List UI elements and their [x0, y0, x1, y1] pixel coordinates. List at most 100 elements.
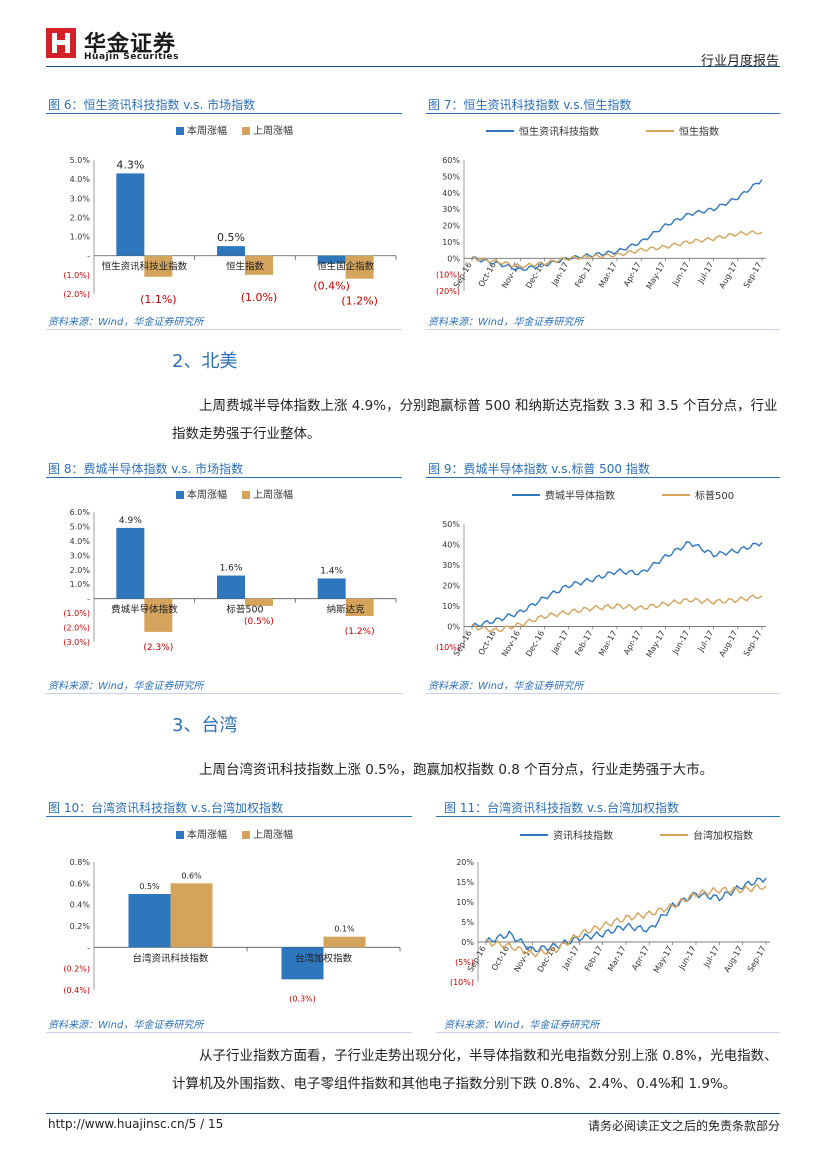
- fig9-title: 图 9：费城半导体指数 v.s.标普 500 指数: [428, 462, 650, 476]
- legend-label-1: 恒生指数: [679, 125, 719, 138]
- footer-left: http://www.huajinsc.cn/5 / 15: [48, 1117, 223, 1131]
- bar-上周涨幅-恒生国企指数: [345, 255, 374, 279]
- y-tick-label: 0.4%: [70, 901, 91, 910]
- x-tick-label: Jan-17: [549, 261, 570, 288]
- category-label: 纳斯达克: [327, 604, 366, 616]
- data-label: (1.1%): [140, 293, 177, 306]
- footer-disclaimer: 请务必阅读正文之后的免责条款部分: [587, 1119, 780, 1133]
- document-type: 行业月度报告: [700, 54, 779, 69]
- fig10-title: 图 10：台湾资讯科技指数 v.s.台湾加权指数: [48, 801, 283, 815]
- legend-label-1: 上周涨幅: [253, 124, 293, 137]
- fig8-source-rule: [46, 693, 402, 694]
- y-tick-label: -: [87, 252, 90, 261]
- legend-label-0: 资讯科技指数: [553, 829, 613, 842]
- series-line-台湾加权指数: [485, 883, 767, 958]
- fig9-chart: 费城半导体指数 标普50050%40%30%20%10%0%(10%)Sep-16…: [436, 489, 766, 659]
- x-tick-label: Apr-17: [630, 945, 651, 972]
- section-paragraph-taiwan: 上周台湾资讯科技指数上涨 0.5%，跑赢加权指数 0.8 个百分点，行业走势强于…: [199, 762, 714, 778]
- fig6-chart: 本周涨幅 上周涨幅 5.0% 4.0% 3.0% 2.0% 1.0% - (1.0%) (2.0%…: [63, 124, 397, 308]
- y-tick-label: 20%: [442, 582, 460, 591]
- logo-icon: [46, 28, 76, 58]
- y-tick-label: -: [87, 943, 90, 952]
- legend-label-0: 恒生资讯科技指数: [519, 125, 599, 138]
- y-tick-label: 50%: [442, 520, 460, 529]
- x-tick-label: Apr-17: [622, 261, 643, 288]
- y-tick-label: 40%: [442, 541, 460, 550]
- x-tick-label: Mar-17: [597, 629, 619, 657]
- bar-本周涨幅-恒生资讯科技业指数: [116, 173, 145, 256]
- fig7-source: 资料来源：Wind，华金证券研究所: [428, 317, 584, 328]
- x-tick-label: Sep-17: [746, 945, 768, 974]
- bar-本周涨幅-台湾资讯科技指数: [128, 894, 171, 948]
- data-label: (0.5%): [244, 617, 274, 627]
- fig6-title: 图 6：恒生资讯科技指数 v.s. 市场指数: [48, 98, 256, 112]
- y-tick-label: 6.0%: [70, 508, 91, 517]
- data-label: 1.4%: [320, 566, 343, 576]
- x-tick-label: Aug-17: [717, 261, 739, 290]
- y-tick-label: 0%: [447, 623, 460, 632]
- data-label: (0.3%): [289, 994, 316, 1003]
- legend-label-0: 费城半导体指数: [545, 489, 615, 502]
- y-tick-label: 30%: [442, 205, 460, 214]
- x-tick-label: Dec-16: [524, 629, 546, 658]
- x-tick-label: Oct-16: [477, 261, 498, 289]
- y-tick-label: 0%: [447, 254, 460, 263]
- fig6-title-rule: [46, 113, 402, 114]
- fig7-title: 图 7：恒生资讯科技指数 v.s.恒生指数: [428, 98, 632, 112]
- x-tick-label: Jan-17: [560, 945, 581, 972]
- legend-swatch-1: [242, 831, 250, 839]
- legend-label-1: 上周涨幅: [253, 488, 293, 501]
- x-tick-label: Jul-17: [696, 629, 716, 654]
- x-tick-label: Oct-16: [490, 945, 511, 973]
- category-label: 恒生指数: [226, 261, 265, 273]
- y-tick-label: 1.0%: [70, 233, 91, 242]
- legend-swatch-0: [176, 127, 184, 135]
- y-tick-label: (10%): [450, 978, 474, 987]
- y-tick-label: 10%: [456, 898, 474, 907]
- y-tick-label: 0%: [461, 938, 474, 947]
- fig11-source: 资料来源：Wind，华金证券研究所: [444, 1020, 600, 1031]
- x-tick-label: Nov-16: [500, 629, 522, 658]
- y-tick-label: 30%: [442, 561, 460, 570]
- bar-本周涨幅-费城半导体指数: [116, 527, 145, 599]
- y-tick-label: (5%): [455, 958, 474, 967]
- y-tick-label: 20%: [456, 858, 474, 867]
- bar-本周涨幅-恒生国企指数: [317, 255, 346, 264]
- legend-swatch-1: [242, 491, 250, 499]
- fig7-chart: 恒生资讯科技指数 恒生指数 60% 50% 40% 30% 20% 10% 0% (10%) (20…: [436, 125, 766, 296]
- y-tick-label: 60%: [442, 156, 460, 165]
- legend-label-1: 标普500: [695, 489, 734, 502]
- data-label: 0.5%: [217, 231, 245, 244]
- y-tick-label: 10%: [442, 238, 460, 247]
- y-tick-label: 3.0%: [70, 551, 91, 560]
- fig8-chart: 本周涨幅 上周涨幅 6.0% 5.0% 4.0% 3.0% 2.0% 1.0% - (1.0%) (…: [63, 488, 397, 653]
- data-label: 0.6%: [181, 871, 202, 880]
- logo-text: 华金证券: [84, 32, 177, 57]
- bar-本周涨幅-恒生指数: [217, 246, 245, 256]
- fig6-source-rule: [46, 329, 402, 330]
- header-divider: [46, 66, 780, 67]
- section-paragraph-north-america: 上周费城半导体指数上涨 4.9%，分别跑赢标普 500 和纳斯达克指数 3.3 …: [172, 398, 778, 442]
- fig11-title-rule: [436, 816, 780, 817]
- category-label: 费城半导体指数: [111, 604, 178, 616]
- y-tick-label: 0.6%: [70, 879, 91, 888]
- y-tick-label: 2.0%: [70, 213, 91, 222]
- y-tick-label: 5.0%: [70, 522, 91, 531]
- y-tick-label: 15%: [456, 878, 474, 887]
- data-label: 1.6%: [220, 564, 243, 574]
- fig8-title: 图 8：费城半导体指数 v.s. 市场指数: [48, 462, 244, 476]
- series-line-标普500: [471, 594, 763, 633]
- bar-本周涨幅-标普500: [217, 575, 245, 599]
- section-title-north-america: 2、北美: [172, 351, 238, 372]
- x-tick-label: Feb-17: [573, 261, 594, 289]
- x-tick-label: May-17: [652, 945, 675, 975]
- data-label: 4.9%: [119, 516, 142, 526]
- footer-divider: [46, 1113, 780, 1114]
- footer-url[interactable]: http://www.huajinsc.cn/: [48, 1117, 189, 1131]
- x-tick-label: Mar-17: [606, 945, 628, 973]
- data-label: 0.1%: [334, 925, 355, 934]
- data-label: (1.2%): [345, 627, 375, 637]
- legend-swatch-0: [176, 491, 184, 499]
- bar-上周涨幅-纳斯达克: [345, 598, 374, 616]
- x-tick-label: Feb-17: [583, 945, 604, 973]
